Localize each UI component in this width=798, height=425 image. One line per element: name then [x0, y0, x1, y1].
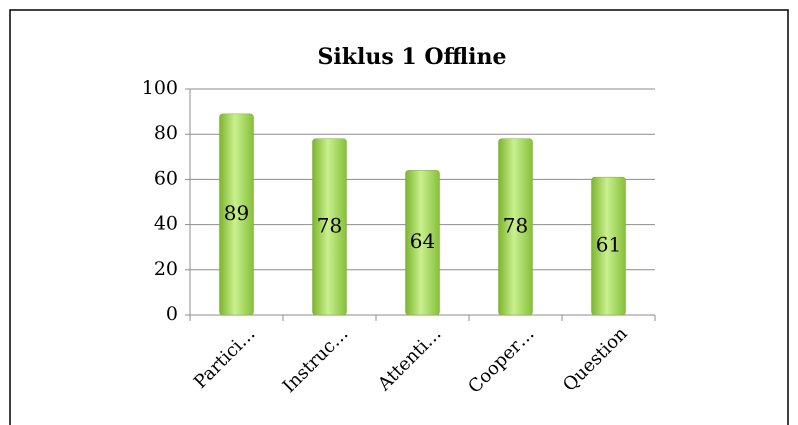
y-tick-label: 0: [166, 303, 178, 325]
y-tick-label: 100: [142, 77, 178, 99]
y-tick-label: 40: [154, 213, 178, 235]
bar: [405, 170, 440, 316]
y-tick-label: 60: [154, 167, 178, 189]
bar: [591, 176, 626, 316]
y-tick-label: 80: [154, 122, 178, 144]
bar: [312, 138, 347, 316]
x-tick-label: Instruc…: [279, 323, 353, 397]
chart-title: Siklus 1 Offline: [318, 44, 507, 70]
data-label: 89: [224, 201, 249, 225]
x-tick-label: Attenti…: [373, 323, 445, 395]
x-tick-label: Partici…: [190, 323, 260, 393]
bar: [498, 138, 533, 316]
data-label: 61: [596, 233, 621, 257]
data-label: 78: [503, 213, 528, 237]
data-label: 78: [317, 213, 342, 237]
bar: [219, 113, 254, 316]
x-tick-label: Question: [559, 323, 632, 396]
y-tick-label: 20: [154, 258, 178, 280]
data-label: 64: [410, 229, 435, 253]
frame: [9, 9, 789, 425]
x-tick-label: Cooper…: [464, 323, 538, 397]
